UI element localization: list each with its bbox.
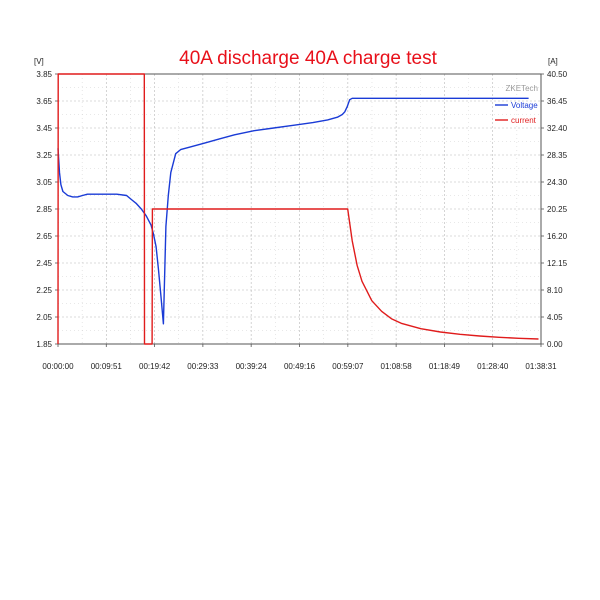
x-axis-tick-label: 01:38:31	[525, 362, 557, 371]
left-axis-tick-label: 2.05	[36, 313, 52, 322]
series-line-current	[57, 73, 539, 345]
x-axis-tick-label: 01:28:40	[477, 362, 509, 371]
chart-title: 40A discharge 40A charge test	[179, 48, 437, 69]
left-axis-tick-label: 3.45	[36, 124, 52, 133]
right-axis-tick-label: 36.45	[547, 97, 568, 106]
left-axis-unit: [V]	[34, 57, 44, 66]
series-line-voltage	[57, 97, 529, 325]
x-axis-tick-label: 00:29:33	[187, 362, 219, 371]
right-axis-tick-label: 24.30	[547, 178, 568, 187]
x-axis-tick-label: 00:09:51	[91, 362, 123, 371]
x-axis-tick-label: 00:00:00	[42, 362, 74, 371]
left-axis-tick-label: 2.65	[36, 232, 52, 241]
x-axis-tick-label: 00:59:07	[332, 362, 364, 371]
right-axis-tick-label: 12.15	[547, 259, 568, 268]
left-axis-tick-label: 2.45	[36, 259, 52, 268]
x-axis-tick-label: 01:08:58	[381, 362, 413, 371]
x-axis-tick-label: 00:49:16	[284, 362, 316, 371]
left-axis-tick-label: 1.85	[36, 340, 52, 349]
left-axis-tick-label: 2.85	[36, 205, 52, 214]
legend-label-current: current	[511, 116, 537, 125]
right-axis-tick-label: 16.20	[547, 232, 568, 241]
right-axis-unit: [A]	[548, 57, 558, 66]
x-axis-tick-label: 01:18:49	[429, 362, 461, 371]
left-axis-tick-label: 3.85	[36, 70, 52, 79]
legend-label-voltage: Voltage	[511, 101, 538, 110]
right-axis-tick-label: 20.25	[547, 205, 568, 214]
brand-label: ZKETech	[506, 84, 538, 93]
left-axis-tick-label: 3.05	[36, 178, 52, 187]
right-axis-tick-label: 32.40	[547, 124, 568, 133]
x-axis-tick-label: 00:19:42	[139, 362, 171, 371]
x-axis-tick-label: 00:39:24	[236, 362, 268, 371]
right-axis-tick-label: 40.50	[547, 70, 568, 79]
right-axis-tick-label: 28.35	[547, 151, 568, 160]
right-axis-tick-label: 8.10	[547, 286, 563, 295]
right-axis-tick-label: 0.00	[547, 340, 563, 349]
right-axis-tick-label: 4.05	[547, 313, 563, 322]
left-axis-tick-label: 3.65	[36, 97, 52, 106]
left-axis-tick-label: 2.25	[36, 286, 52, 295]
left-axis-tick-label: 3.25	[36, 151, 52, 160]
